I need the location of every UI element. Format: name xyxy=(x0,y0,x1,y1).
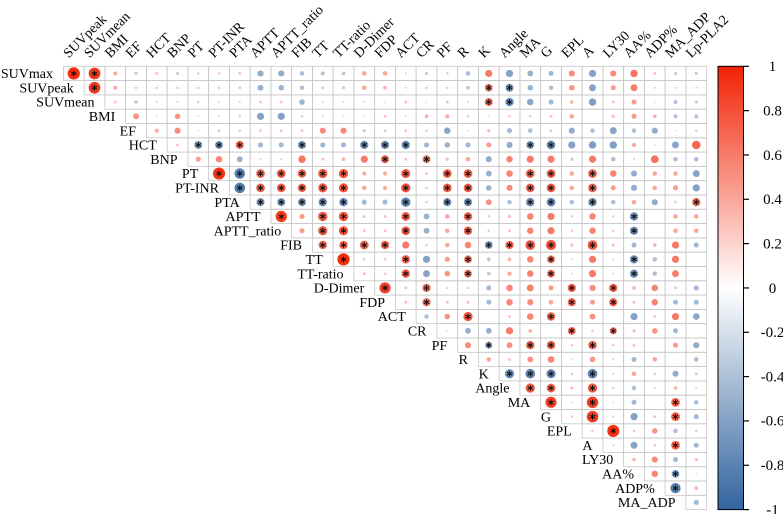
svg-text:0.6: 0.6 xyxy=(763,148,782,164)
svg-text:PF: PF xyxy=(432,339,448,354)
svg-text:FIB: FIB xyxy=(280,239,302,254)
svg-text:FDP: FDP xyxy=(359,296,385,311)
svg-text:PT-INR: PT-INR xyxy=(175,181,219,196)
svg-text:-1: -1 xyxy=(766,502,779,514)
svg-text:0.2: 0.2 xyxy=(763,236,782,252)
svg-text:EF: EF xyxy=(120,124,137,139)
svg-text:PTA: PTA xyxy=(214,196,240,211)
svg-text:BNP: BNP xyxy=(150,153,177,168)
svg-text:-0.2: -0.2 xyxy=(761,325,783,341)
svg-text:1: 1 xyxy=(769,59,777,75)
svg-text:SUVmax: SUVmax xyxy=(1,67,53,82)
svg-text:R: R xyxy=(459,353,469,368)
svg-text:-0.4: -0.4 xyxy=(761,369,783,385)
svg-text:CR: CR xyxy=(408,324,427,339)
svg-text:BMI: BMI xyxy=(89,110,116,125)
svg-text:LY30: LY30 xyxy=(582,453,613,468)
svg-text:TT-ratio: TT-ratio xyxy=(297,267,343,282)
svg-text:PT: PT xyxy=(182,167,199,182)
svg-text:-0.8: -0.8 xyxy=(761,458,783,474)
svg-text:EPL: EPL xyxy=(547,425,572,440)
svg-text:-0.6: -0.6 xyxy=(761,414,783,430)
svg-text:A: A xyxy=(582,439,593,454)
svg-text:TT: TT xyxy=(306,253,324,268)
svg-text:SUVpeak: SUVpeak xyxy=(19,81,73,96)
svg-text:APTT: APTT xyxy=(226,210,261,225)
svg-text:ACT: ACT xyxy=(378,310,406,325)
svg-text:MA: MA xyxy=(508,396,531,411)
svg-text:APTT_ratio: APTT_ratio xyxy=(214,224,282,239)
svg-text:Angle: Angle xyxy=(475,382,509,397)
svg-text:ADP%: ADP% xyxy=(615,482,655,497)
svg-text:0.8: 0.8 xyxy=(763,103,782,119)
svg-text:HCT: HCT xyxy=(129,139,157,154)
svg-text:0: 0 xyxy=(769,281,777,297)
svg-text:G: G xyxy=(541,410,551,425)
svg-text:D-Dimer: D-Dimer xyxy=(314,282,365,297)
svg-text:SUVmean: SUVmean xyxy=(36,96,94,111)
svg-text:K: K xyxy=(479,367,489,382)
svg-text:AA%: AA% xyxy=(602,467,634,482)
svg-text:0.4: 0.4 xyxy=(763,192,782,208)
svg-text:MA_ADP: MA_ADP xyxy=(618,496,676,511)
